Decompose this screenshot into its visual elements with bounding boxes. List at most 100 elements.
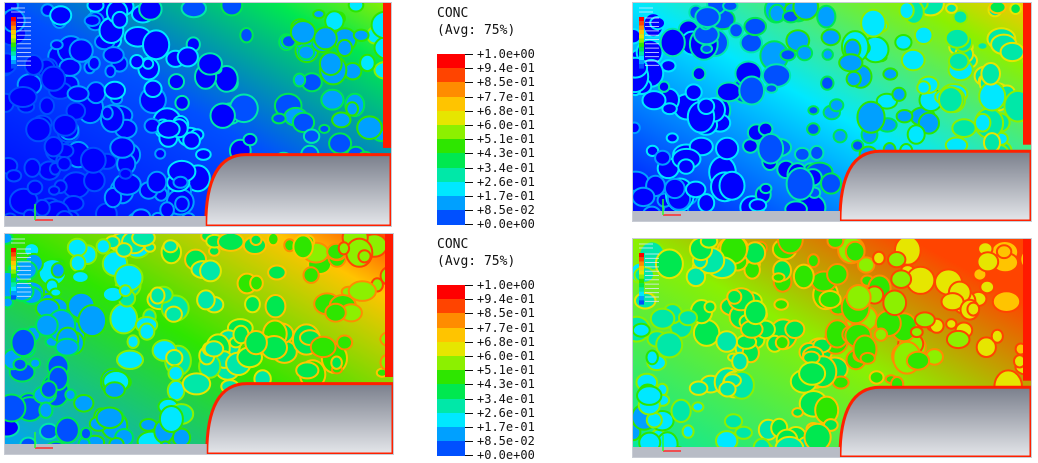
grain-cell	[905, 350, 931, 371]
grain-cell	[832, 128, 848, 144]
grain-cell	[771, 272, 786, 283]
legend-tick-label: +1.7e-01	[477, 189, 535, 203]
grain-cell	[703, 300, 717, 314]
grain-cell	[914, 311, 936, 329]
notch-hole	[838, 385, 1031, 457]
grain-cell	[39, 380, 58, 399]
grain-cell	[118, 284, 133, 298]
grain-cell	[102, 46, 125, 64]
grain-cell	[267, 264, 287, 281]
grain-cell	[52, 114, 78, 137]
grain-cell	[359, 53, 376, 73]
legend-swatch	[437, 356, 465, 371]
grain-cell	[313, 26, 338, 51]
grain-cell	[1009, 3, 1022, 15]
grain-cell	[244, 330, 268, 356]
boundary-edge	[385, 234, 393, 377]
grain-cell	[678, 309, 698, 327]
grain-cell	[56, 156, 72, 172]
legend-tick-label: +6.0e-01	[477, 118, 535, 132]
legend-tick	[465, 139, 473, 141]
grain-cell	[23, 157, 42, 178]
grain-cell	[176, 46, 199, 68]
legend-tick	[465, 341, 473, 343]
grain-cell	[159, 201, 175, 219]
grain-cell	[999, 41, 1025, 63]
grain-cell	[66, 85, 90, 103]
legend-swatch	[437, 341, 465, 357]
grain-cell	[700, 43, 714, 54]
mini-legend	[11, 7, 31, 69]
grain-cell	[909, 326, 924, 339]
grain-cell	[73, 394, 95, 413]
grain-cell	[109, 136, 136, 159]
grain-cell	[49, 39, 64, 51]
notch-hole	[205, 382, 393, 454]
legend-averaging: (Avg: 75%)	[437, 23, 516, 38]
grain-cell	[738, 75, 766, 106]
grain-cell	[891, 86, 907, 102]
grain-cell	[718, 380, 737, 398]
legend-tick-label: +6.8e-01	[477, 103, 535, 118]
legend-tick	[465, 313, 473, 315]
grain-cell	[83, 14, 101, 28]
grain-cell	[318, 123, 331, 134]
grain-cell	[103, 381, 126, 399]
grain-cell	[807, 105, 820, 116]
grain-cell	[302, 266, 320, 284]
grain-cell	[699, 239, 719, 249]
grain-cell	[172, 175, 189, 189]
grain-cell	[663, 177, 686, 200]
grain-cell	[50, 262, 66, 279]
grain-cell	[677, 158, 695, 175]
grain-cell	[203, 340, 225, 358]
legend-tick	[465, 441, 473, 443]
legend-swatch	[437, 181, 465, 197]
grain-cell	[779, 48, 797, 62]
legend-tick-label: +0.0e+00	[477, 448, 535, 463]
legend-tick-label: +1.7e-01	[477, 420, 535, 434]
legend-tick	[465, 327, 473, 329]
grain-cell	[66, 237, 88, 258]
legend-tick	[465, 210, 473, 212]
legend-tick	[465, 82, 473, 84]
grain-cell	[887, 251, 907, 269]
grain-cell	[945, 3, 958, 14]
grain-cell	[990, 328, 1004, 344]
grain-cell	[146, 170, 168, 194]
legend-tick-label: +0.0e+00	[477, 217, 535, 232]
legend-swatch	[437, 441, 465, 456]
grain-cell	[126, 334, 140, 349]
grain-cell	[182, 131, 201, 150]
grain-cell	[167, 73, 185, 91]
legend-swatch	[437, 313, 465, 329]
contour-plot-bottom-left	[4, 233, 394, 455]
legend-swatch	[437, 167, 465, 183]
legend-tick	[465, 96, 473, 98]
grain-cell	[142, 57, 155, 70]
grain-cell	[217, 234, 245, 252]
contour-plot-top-left	[4, 2, 392, 227]
grain-cell	[86, 3, 105, 13]
grain-cell	[131, 234, 156, 247]
grain-cell	[209, 102, 236, 129]
grain-cell	[670, 398, 692, 424]
grain-cell	[785, 167, 815, 201]
grain-cell	[330, 355, 343, 370]
legend-tick-label: +5.1e-01	[477, 132, 535, 147]
grain-cell	[966, 301, 981, 317]
grain-cell	[691, 401, 705, 413]
legend-tick	[465, 356, 473, 357]
grain-cell	[357, 249, 372, 264]
grain-cell	[792, 3, 820, 21]
grain-cell	[158, 405, 184, 433]
grain-cell	[806, 253, 820, 269]
grain-cell	[634, 291, 657, 310]
legend-tick	[465, 370, 473, 372]
legend-tick-label: +8.5e-02	[477, 434, 535, 449]
grain-cell	[882, 67, 899, 81]
legend-swatch	[437, 96, 465, 112]
grain-cell	[826, 263, 849, 286]
bottom-strip	[633, 211, 840, 221]
grain-cell	[38, 96, 56, 116]
